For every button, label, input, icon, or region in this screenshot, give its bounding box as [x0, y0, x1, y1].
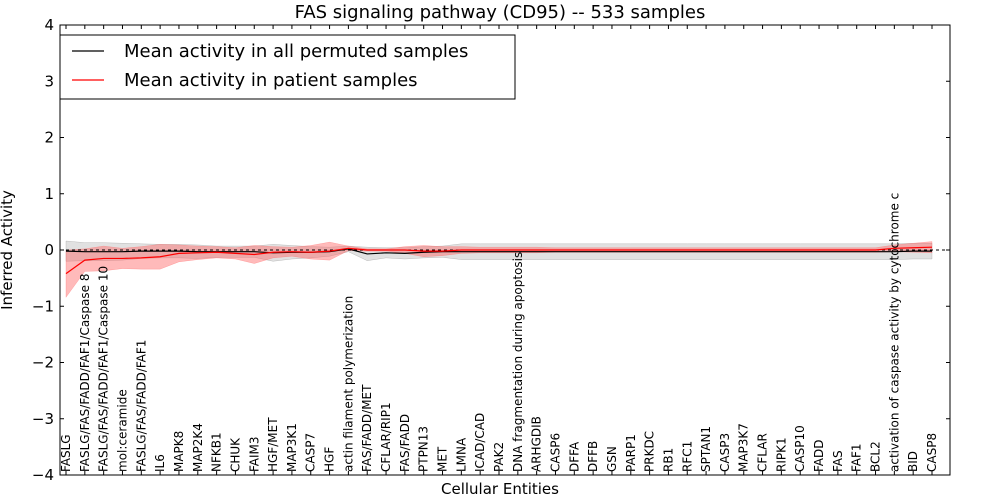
x-tick-label: FASLG/FAS/FADD/FAF1	[134, 340, 148, 472]
x-tick-label: FASLG/FAS/FADD/FAF1/Caspase 10	[97, 266, 111, 472]
legend: Mean activity in all permuted samples Mea…	[59, 34, 516, 100]
band-series-2	[65, 241, 933, 299]
x-tick-label: MAP3K7	[737, 423, 751, 472]
x-tick-label: ICAD/CAD	[473, 413, 487, 472]
x-tick-label: GSN	[605, 446, 619, 472]
x-tick-label: ARHGDIB	[530, 416, 544, 472]
x-tick-label: PAK2	[492, 442, 506, 472]
x-tick-label: SPTAN1	[699, 426, 713, 472]
x-tick-label: HGF/MET	[266, 417, 280, 472]
x-tick-label: FAIM3	[247, 436, 261, 472]
y-tick-label: 3	[44, 72, 54, 90]
x-tick-label: MAP3K1	[285, 423, 299, 472]
x-tick-label: PTPN13	[417, 426, 431, 472]
x-tick-label: PARP1	[624, 434, 638, 472]
legend-frame	[59, 34, 516, 100]
x-tick-label: RFC1	[680, 441, 694, 472]
x-tick-label: DFFA	[567, 441, 581, 472]
x-tick-label: FASLG/FAS/FADD/FAF1/Caspase 8	[78, 274, 92, 473]
x-tick-label: mol:ceramide	[115, 389, 129, 472]
x-tick-label: HGF	[323, 447, 337, 472]
x-tick-label: FADD	[812, 440, 826, 473]
x-tick-label: CFLAR	[756, 433, 770, 472]
line-series-1	[65, 248, 932, 255]
x-tick-label: FAS	[831, 450, 845, 472]
x-tick-label: actin filament polymerization	[341, 296, 355, 472]
x-tick-label: LMNA	[454, 437, 468, 472]
y-tick-label: 4	[44, 16, 54, 34]
line-series-2	[65, 246, 933, 275]
y-tick-label: −4	[32, 466, 54, 484]
x-tick-label: CFLAR/RIP1	[379, 402, 393, 472]
x-tick-label: CASP3	[718, 433, 732, 472]
x-tick-label: CASP8	[925, 433, 939, 472]
x-tick-label: NFKB1	[210, 432, 224, 472]
legend-label-series-1: Mean activity in all permuted samples	[124, 41, 468, 62]
x-tick-label: BID	[906, 451, 920, 472]
y-axis: −4 −3 −2 −1 0 1 2 3 4	[32, 16, 950, 484]
y-tick-label: 2	[44, 129, 54, 147]
x-tick-label: BCL2	[869, 441, 883, 472]
x-tick-label: MET	[436, 446, 450, 472]
y-tick-label: −2	[32, 354, 54, 372]
y-tick-label: 0	[44, 241, 54, 259]
x-tick-label: PRKDC	[643, 431, 657, 472]
x-tick-label: CASP10	[793, 425, 807, 472]
y-tick-label: −1	[32, 297, 54, 315]
x-tick-label: activation of caspase activity by cytoch…	[887, 193, 901, 472]
x-tick-label: RIPK1	[774, 437, 788, 472]
x-axis-label: Cellular Entities	[441, 480, 559, 498]
legend-label-series-2: Mean activity in patient samples	[124, 70, 418, 91]
series-lines	[65, 246, 933, 275]
x-tick-label: RB1	[661, 448, 675, 472]
x-tick-label: MAPK8	[172, 431, 186, 472]
x-tick-label: FAF1	[850, 443, 864, 472]
x-tick-label: CASP6	[548, 433, 562, 472]
x-tick-label: FAS/FADD/MET	[360, 384, 374, 472]
x-tick-label: DNA fragmentation during apoptosis	[511, 252, 525, 472]
x-tick-label: MAP2K4	[191, 423, 205, 472]
x-tick-label: FASLG	[59, 434, 73, 472]
x-tick-label: IL6	[153, 454, 167, 472]
x-axis: FASLG FASLG/FAS/FADD/FAF1/Caspase 8 FASLG/…	[59, 25, 939, 475]
y-tick-label: −3	[32, 410, 54, 428]
x-tick-label: DFFB	[586, 441, 600, 472]
x-tick-label: FAS/FADD	[398, 414, 412, 472]
y-axis-label: Inferred Activity	[0, 190, 16, 310]
chart-title: FAS signaling pathway (CD95) -- 533 samp…	[295, 2, 706, 23]
x-tick-label: CASP7	[304, 433, 318, 472]
x-tick-label: CHUK	[228, 437, 242, 472]
y-tick-label: 1	[44, 185, 54, 203]
